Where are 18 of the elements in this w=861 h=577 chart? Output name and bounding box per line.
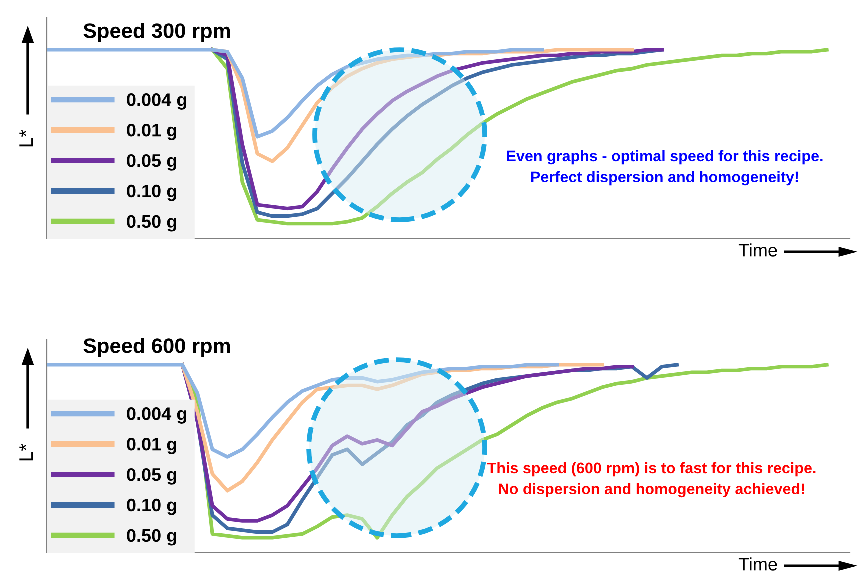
legend-label: 0.01 g (127, 438, 176, 454)
y-axis-title: L* (20, 130, 34, 147)
chart-title: Speed 300 rpm (84, 23, 230, 42)
legend-label: 0.10 g (127, 184, 176, 202)
y-axis-title: L* (20, 444, 34, 461)
annotation: Even graphs - optimal speed for this recipe. Perfect dispersion and homogeneity! (507, 150, 823, 186)
chart-title: Speed 600 rpm (84, 338, 230, 358)
x-axis-title: Time (738, 244, 778, 257)
legend-label: 0.01 g (127, 124, 176, 140)
legend-label: 0.10 g (127, 498, 176, 516)
x-axis-title: Time (738, 558, 778, 571)
legend-label: 0.004 g (127, 94, 186, 110)
annotation: This speed (600 rpm) is to fast for this recipe. No dispersion and homogeneity achieved! (487, 462, 816, 498)
legend-label: 0.05 g (127, 468, 176, 485)
legend-label: 0.50 g (127, 215, 176, 232)
legend-label: 0.004 g (127, 408, 186, 424)
legend-label: 0.05 g (127, 154, 176, 171)
legend-label: 0.50 g (127, 529, 176, 546)
